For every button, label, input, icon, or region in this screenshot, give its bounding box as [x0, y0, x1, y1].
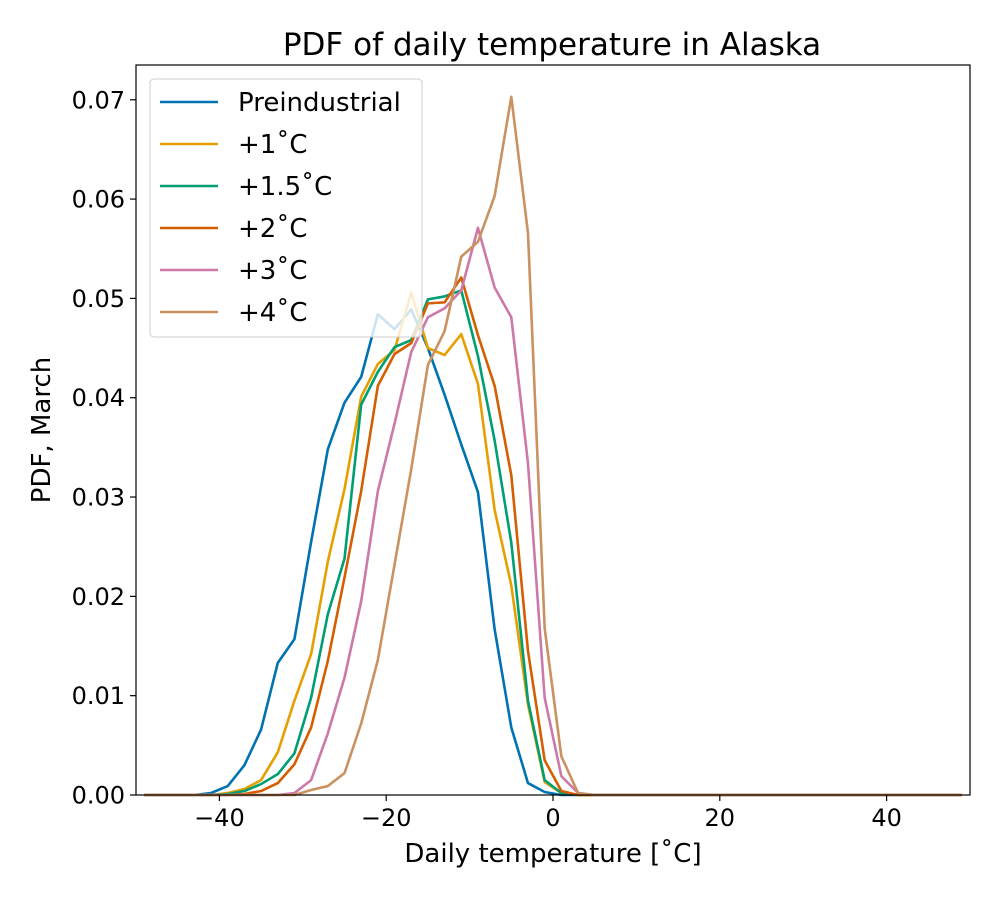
- y-axis-label: PDF, March: [27, 357, 57, 503]
- legend-label-4: +3˚C: [238, 256, 307, 286]
- y-tick-label: 0.02: [72, 583, 125, 611]
- y-tick-label: 0.04: [72, 384, 125, 412]
- legend-label-2: +1.5˚C: [238, 172, 332, 202]
- chart-title: PDF of daily temperature in Alaska: [283, 27, 821, 63]
- legend-label-3: +2˚C: [238, 214, 307, 244]
- y-tick-label: 0.00: [72, 782, 125, 810]
- y-tick-label: 0.03: [72, 484, 125, 512]
- legend-label-5: +4˚C: [238, 298, 307, 328]
- x-tick-label: −40: [194, 804, 245, 832]
- legend-label-1: +1˚C: [238, 130, 307, 160]
- x-tick-label: 0: [545, 804, 560, 832]
- x-axis-label: Daily temperature [˚C]: [404, 839, 701, 869]
- ticks-layer: −40 −20 0 20 40 0.00 0.01 0.02 0.03 0.04 0.05 0.06 0…: [72, 86, 902, 832]
- y-tick-label: 0.07: [72, 86, 125, 114]
- y-tick-label: 0.06: [72, 186, 125, 214]
- y-tick-label: 0.01: [72, 682, 125, 710]
- legend: Preindustrial +1˚C +1.5˚C +2˚C +3˚C +4˚C: [149, 78, 423, 338]
- x-tick-label: 20: [705, 804, 736, 832]
- x-tick-label: 40: [871, 804, 902, 832]
- legend-label-0: Preindustrial: [238, 88, 401, 118]
- x-tick-label: −20: [361, 804, 412, 832]
- y-tick-label: 0.05: [72, 285, 125, 313]
